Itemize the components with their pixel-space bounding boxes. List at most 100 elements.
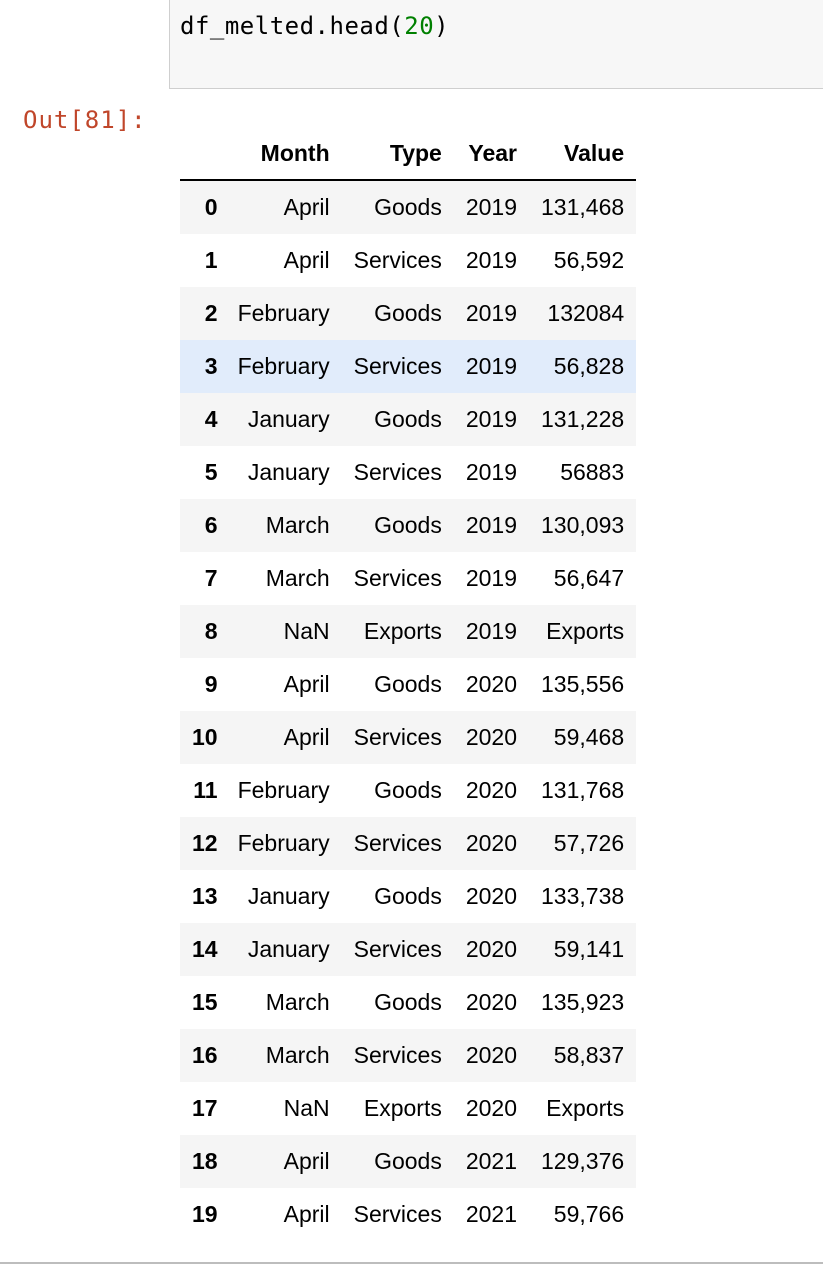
cell-type: Goods — [374, 777, 442, 803]
cell-year: 2019 — [465, 300, 518, 326]
cell-value: 56883 — [560, 459, 625, 485]
row-index: 9 — [204, 671, 218, 697]
cell-month: April — [283, 194, 330, 220]
row-index: 4 — [204, 406, 218, 432]
row-index: 17 — [192, 1095, 218, 1121]
cell-value: 135,556 — [541, 671, 625, 697]
cell-value: 131,468 — [541, 194, 625, 220]
cell-value: 59,468 — [553, 724, 625, 750]
cell-year: 2020 — [465, 1042, 518, 1068]
cell-value: Exports — [546, 618, 625, 644]
cell-value: 132084 — [547, 300, 625, 326]
cell-value: 130,093 — [541, 512, 625, 538]
dataframe-table: Month Type Year Value 0 April Goods 2019 131… — [180, 127, 637, 1241]
cell-type: Services — [353, 830, 442, 856]
cell-value: 56,828 — [553, 353, 625, 379]
cell-year: 2020 — [465, 1095, 518, 1121]
cell-year: 2019 — [465, 247, 518, 273]
cell-divider — [0, 1262, 823, 1264]
row-index: 15 — [192, 989, 218, 1015]
output-prompt: Out[81]: — [23, 106, 147, 134]
cell-year: 2019 — [465, 618, 518, 644]
cell-type: Services — [353, 1042, 442, 1068]
cell-month: February — [237, 830, 330, 856]
row-index: 12 — [192, 830, 218, 856]
table-row: 13 January Goods 2020 133,738 — [180, 870, 636, 923]
index-header — [180, 127, 226, 181]
cell-value: Exports — [546, 1095, 625, 1121]
cell-month: January — [247, 883, 330, 909]
cell-value: 58,837 — [553, 1042, 625, 1068]
cell-type: Goods — [374, 194, 442, 220]
column-header-year: Year — [453, 127, 530, 181]
cell-month: April — [283, 724, 330, 750]
cell-value: 129,376 — [541, 1148, 625, 1174]
row-index: 7 — [204, 565, 218, 591]
cell-type: Goods — [374, 671, 442, 697]
cell-month: March — [265, 512, 330, 538]
cell-value: 59,141 — [553, 936, 625, 962]
cell-month: January — [247, 406, 330, 432]
code-input-cell[interactable]: df_melted.head(20) — [169, 0, 823, 89]
cell-type: Services — [353, 247, 442, 273]
table-row: 6 March Goods 2019 130,093 — [180, 499, 637, 552]
cell-year: 2019 — [465, 459, 518, 485]
row-index: 1 — [204, 247, 218, 273]
table-row: 14 January Services 2020 59,141 — [180, 923, 637, 976]
row-index: 19 — [192, 1201, 218, 1227]
cell-month: March — [265, 989, 330, 1015]
column-header-type: Type — [341, 127, 454, 181]
cell-month: March — [265, 565, 330, 591]
cell-type: Goods — [374, 406, 442, 432]
cell-value: 133,738 — [541, 883, 625, 909]
row-index: 2 — [204, 300, 218, 326]
code-number-literal: 20 — [404, 12, 435, 40]
cell-year: 2020 — [465, 936, 518, 962]
cell-value: 57,726 — [553, 830, 625, 856]
row-index: 18 — [192, 1148, 218, 1174]
cell-value: 131,768 — [541, 777, 625, 803]
table-row: 10 April Services 2020 59,468 — [180, 711, 637, 764]
table-row: 4 January Goods 2019 131,228 — [180, 393, 637, 446]
cell-value: 131,228 — [541, 406, 625, 432]
row-index: 16 — [192, 1042, 218, 1068]
cell-year: 2019 — [465, 353, 518, 379]
cell-type: Goods — [374, 300, 442, 326]
table-row: 2 February Goods 2019 132084 — [180, 287, 637, 340]
table-header-row: Month Type Year Value — [180, 127, 637, 181]
cell-type: Goods — [374, 1148, 442, 1174]
table-row: 17 NaN Exports 2020 Exports — [180, 1082, 636, 1135]
cell-type: Goods — [374, 989, 442, 1015]
table-body: 0 April Goods 2019 131,468 1 April Services 2019… — [180, 180, 637, 1241]
cell-month: January — [247, 459, 330, 485]
table-row: 8 NaN Exports 2019 Exports — [180, 605, 637, 658]
cell-value: 59,766 — [553, 1201, 625, 1227]
row-index: 6 — [204, 512, 218, 538]
cell-year: 2019 — [465, 406, 518, 432]
table-row: 11 February Goods 2020 131,768 — [180, 764, 636, 817]
row-index: 8 — [204, 618, 218, 644]
table-row: 19 April Services 2021 59,766 — [180, 1188, 636, 1241]
cell-value: 56,647 — [553, 565, 625, 591]
cell-year: 2020 — [465, 724, 518, 750]
cell-value: 56,592 — [553, 247, 625, 273]
table-row: 9 April Goods 2020 135,556 — [180, 658, 636, 711]
cell-type: Services — [353, 1201, 442, 1227]
cell-year: 2020 — [465, 830, 518, 856]
cell-type: Exports — [363, 1095, 442, 1121]
row-index: 3 — [204, 353, 218, 379]
cell-month: January — [247, 936, 330, 962]
row-index: 5 — [204, 459, 218, 485]
cell-type: Goods — [374, 512, 442, 538]
row-index: 13 — [192, 883, 218, 909]
table-row: 5 January Services 2019 56883 — [180, 446, 636, 499]
column-header-value: Value — [529, 127, 637, 181]
cell-month: April — [283, 671, 330, 697]
cell-year: 2020 — [465, 883, 518, 909]
cell-year: 2021 — [465, 1148, 518, 1174]
cell-year: 2020 — [465, 777, 518, 803]
row-index: 10 — [192, 724, 218, 750]
cell-type: Goods — [374, 883, 442, 909]
table-row: 3 February Services 2019 56,828 — [180, 340, 637, 393]
cell-year: 2019 — [465, 512, 518, 538]
